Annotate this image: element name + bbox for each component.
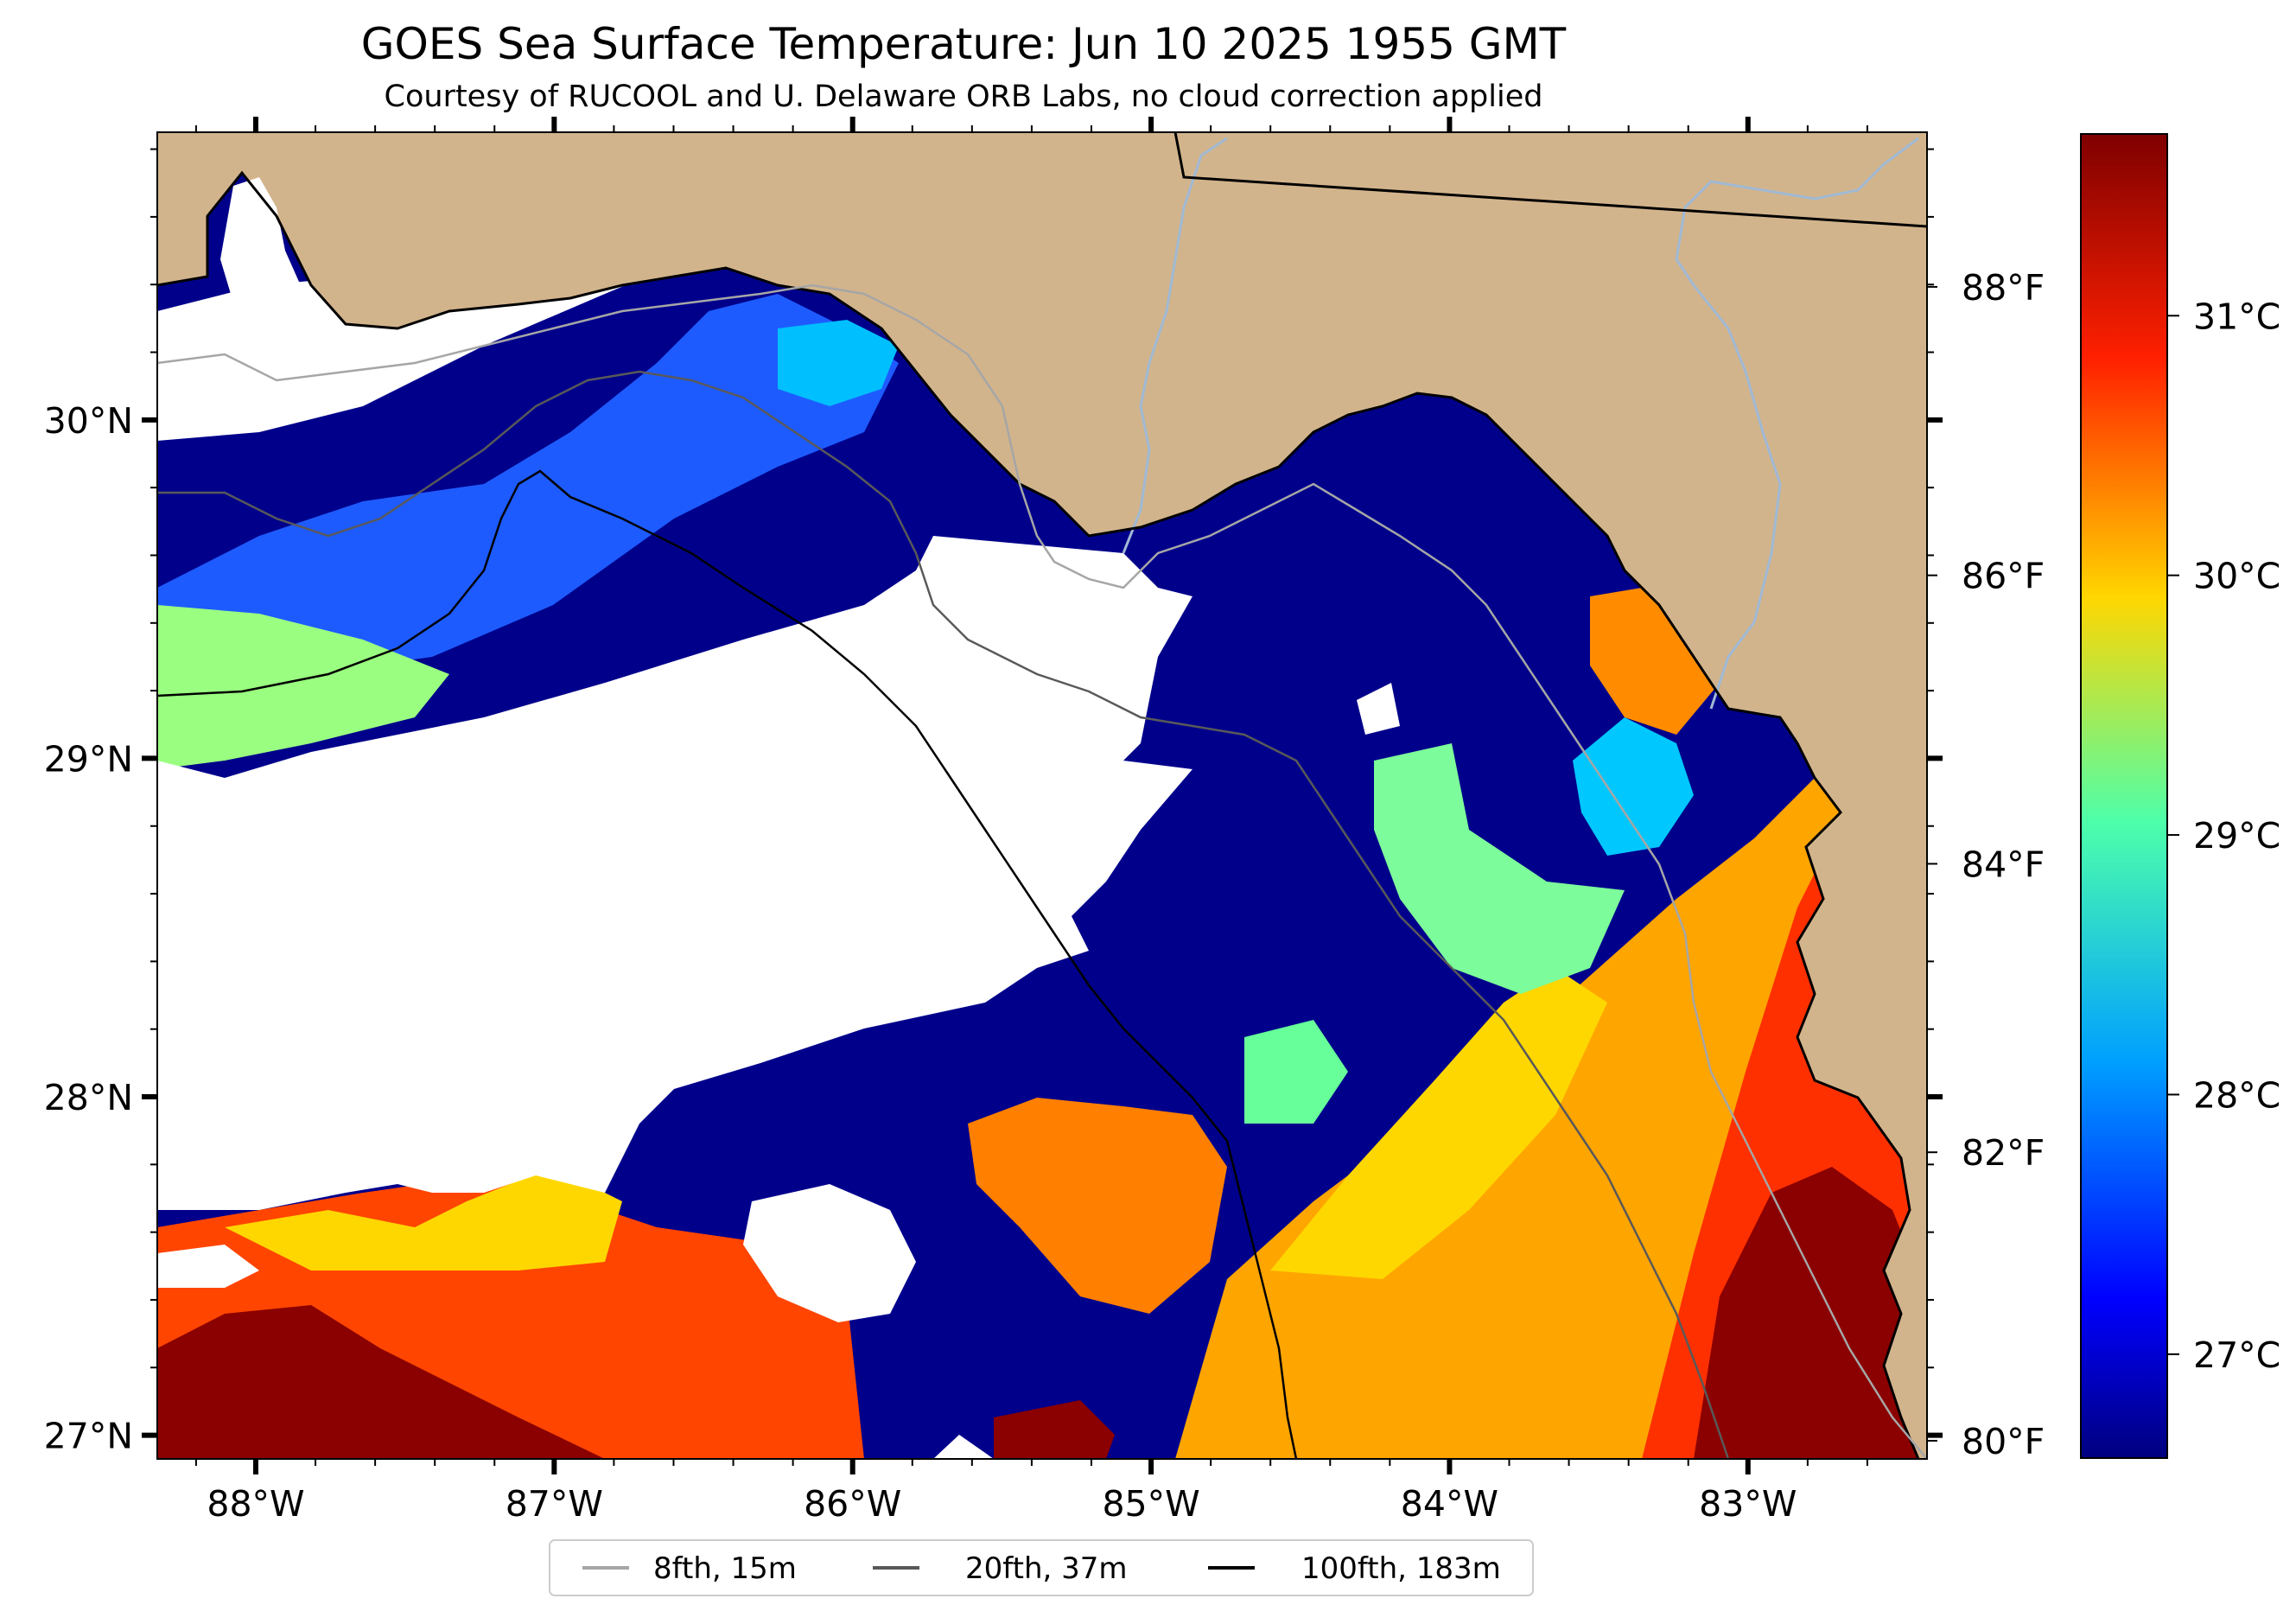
lon-label: 84°W (1401, 1483, 1498, 1525)
blue-plume-northwest (157, 294, 899, 674)
land-mass (157, 132, 1927, 1459)
colorbar-label-c: 28°C (2193, 1074, 2280, 1116)
river-1 (1122, 137, 1228, 554)
map-subtitle: Courtesy of RUCOOL and U. Delaware ORB L… (384, 80, 1543, 114)
colorbar-label-f: 86°F (1962, 556, 2045, 597)
colorbar-label-f: 84°F (1962, 844, 2045, 885)
lat-label: 29°N (44, 738, 133, 780)
colorbar-label-c: 29°C (2193, 815, 2280, 857)
very-hot-water-east (1694, 1167, 1927, 1459)
orange-water-central (968, 1098, 1227, 1314)
yellow-water-southwest (225, 1167, 622, 1271)
yellow-water-east (1270, 968, 1607, 1279)
lat-label: 28°N (44, 1077, 133, 1118)
colorbar-label-c: 27°C (2193, 1334, 2280, 1376)
lat-label: 30°N (44, 400, 133, 442)
lon-label: 85°W (1102, 1483, 1199, 1525)
colorbar-label-c: 31°C (2193, 296, 2280, 337)
lon-label: 86°W (804, 1483, 901, 1525)
cloud-mask-southeast-1 (933, 1435, 994, 1459)
isobath-8fth (157, 283, 1927, 1459)
colorbar-label-f: 80°F (1962, 1421, 2045, 1462)
legend-box (549, 1539, 1534, 1596)
cloud-mask-east-small (1357, 683, 1400, 735)
isobath-legend: 8fth, 15m 20fth, 37m 100fth, 183m (549, 1539, 1534, 1596)
cloud-mask-central (157, 536, 1193, 1210)
cloud-mask-south-2 (157, 1245, 259, 1288)
legend-label-8fth: 8fth, 15m (653, 1551, 797, 1586)
state-border (1173, 132, 1927, 228)
isobath-20fth (157, 370, 1730, 1459)
map-panel (157, 132, 1927, 1459)
lat-label: 27°N (44, 1416, 133, 1457)
lon-label: 87°W (506, 1483, 603, 1525)
cyan-water-east (1573, 717, 1694, 856)
legend-label-100fth: 100fth, 183m (1301, 1551, 1501, 1586)
coastline (157, 170, 1920, 1459)
map-frame (156, 131, 1928, 1460)
map-axis-ticks (142, 117, 1943, 1474)
map-title: GOES Sea Surface Temperature: Jun 10 202… (360, 19, 1567, 69)
map-axis-labels: 88°W 87°W 86°W 85°W 84°W 83°W 30°N 29°N 28°N 27°N (44, 400, 1797, 1525)
cloud-mask-south-1 (743, 1184, 916, 1322)
red-patch-south (994, 1400, 1115, 1459)
hot-water-southwest (157, 1305, 605, 1459)
lon-label: 83°W (1699, 1483, 1797, 1525)
colorbar-ticks: 31°C 30°C 29°C 28°C 27°C 88°F 86°F 84°F 82°F 80°F (1927, 267, 2280, 1462)
green-water-northwest (157, 605, 449, 769)
green-water-east (1374, 743, 1625, 994)
colorbar-label-c: 30°C (2193, 556, 2280, 597)
legend-label-20fth: 20fth, 37m (965, 1551, 1128, 1586)
mobile-bay-water (220, 177, 328, 328)
river-2 (1675, 137, 1919, 710)
lon-label: 88°W (207, 1483, 304, 1525)
cyan-plume-northwest (778, 320, 899, 406)
colorbar-label-f: 88°F (1962, 267, 2045, 309)
isobath-100fth (157, 469, 1298, 1459)
colorbar-label-f: 82°F (1962, 1132, 2045, 1174)
green-water-central (1244, 1020, 1348, 1124)
colorbar (2080, 133, 2168, 1459)
